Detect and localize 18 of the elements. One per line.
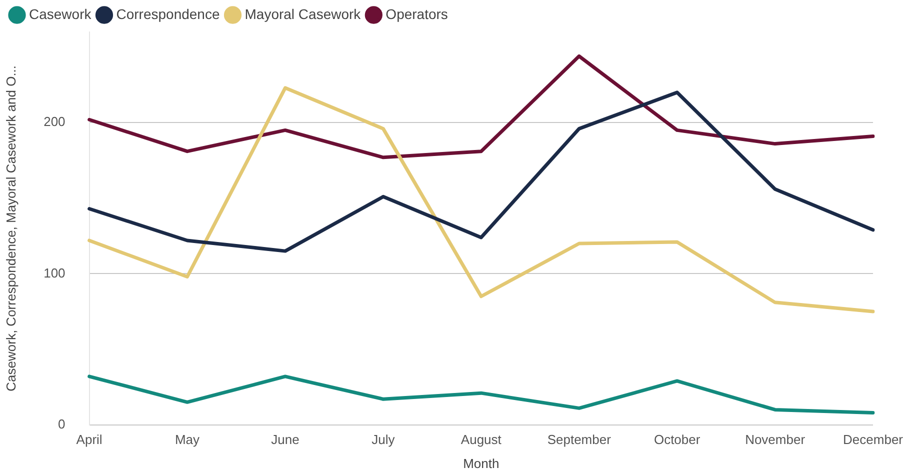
x-axis-title: Month [463, 456, 500, 471]
x-tick-label: July [372, 432, 396, 448]
y-axis-title: Casework, Correspondence, Mayoral Casework and O... [3, 65, 18, 392]
x-tick-label: April [76, 432, 102, 448]
y-tick-label: 200 [44, 114, 66, 130]
x-tick-label: October [654, 432, 701, 448]
x-tick-label: August [460, 432, 502, 448]
y-tick-label: 0 [58, 416, 66, 432]
x-tick-label: May [174, 432, 200, 448]
legend-label: Casework [29, 6, 92, 22]
legend-label: Operators [386, 6, 448, 22]
x-tick-label: June [271, 432, 300, 448]
y-tick-label: 100 [44, 265, 66, 280]
x-tick-label: September [547, 432, 612, 448]
x-tick-label: November [745, 432, 806, 448]
legend-label: Correspondence [116, 6, 220, 22]
x-tick-label: December [843, 432, 904, 448]
legend-label: Mayoral Casework [244, 6, 362, 22]
